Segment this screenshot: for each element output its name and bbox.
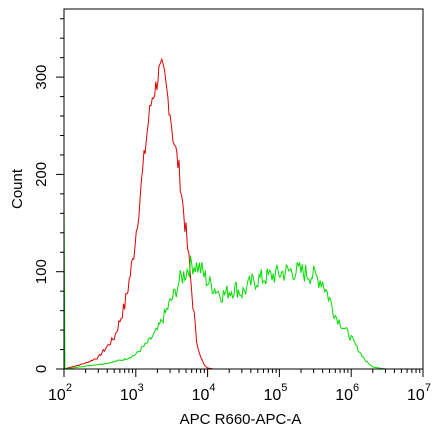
x-axis-label: APC R660-APC-A: [180, 411, 302, 428]
series-line-2: [63, 203, 423, 370]
x-tick-label: 107: [407, 382, 431, 404]
x-tick-base: 10: [48, 387, 66, 404]
series-layer: [63, 57, 423, 370]
x-tick-group: 102 103 104 105 106 107: [48, 369, 431, 404]
x-tick-label: 104: [192, 382, 216, 404]
x-tick-label: 105: [263, 382, 287, 404]
x-tick-exponent: 2: [66, 382, 72, 394]
x-tick-base: 10: [263, 387, 281, 404]
x-tick-exponent: 4: [209, 382, 215, 394]
x-tick-label: 106: [335, 382, 359, 404]
y-axis-label: Count: [9, 168, 26, 209]
x-tick-label: 103: [120, 382, 144, 404]
y-tick-label: 300: [33, 65, 50, 90]
x-tick-exponent: 3: [138, 382, 144, 394]
y-tick-group: 0 100 200 300: [33, 65, 64, 373]
x-tick-exponent: 6: [353, 382, 359, 394]
minor-tick-group: [60, 18, 421, 373]
plot-frame: [63, 8, 424, 370]
series-line-1: [63, 57, 214, 370]
x-tick-exponent: 5: [281, 382, 287, 394]
x-tick-base: 10: [335, 387, 353, 404]
y-tick-label: 0: [33, 365, 50, 373]
x-tick-label: 102: [48, 382, 72, 404]
x-tick-base: 10: [407, 387, 425, 404]
x-tick-base: 10: [120, 387, 138, 404]
x-tick-exponent: 7: [425, 382, 431, 394]
x-tick-base: 10: [192, 387, 210, 404]
y-tick-label: 200: [33, 162, 50, 187]
y-tick-label: 100: [33, 259, 50, 284]
